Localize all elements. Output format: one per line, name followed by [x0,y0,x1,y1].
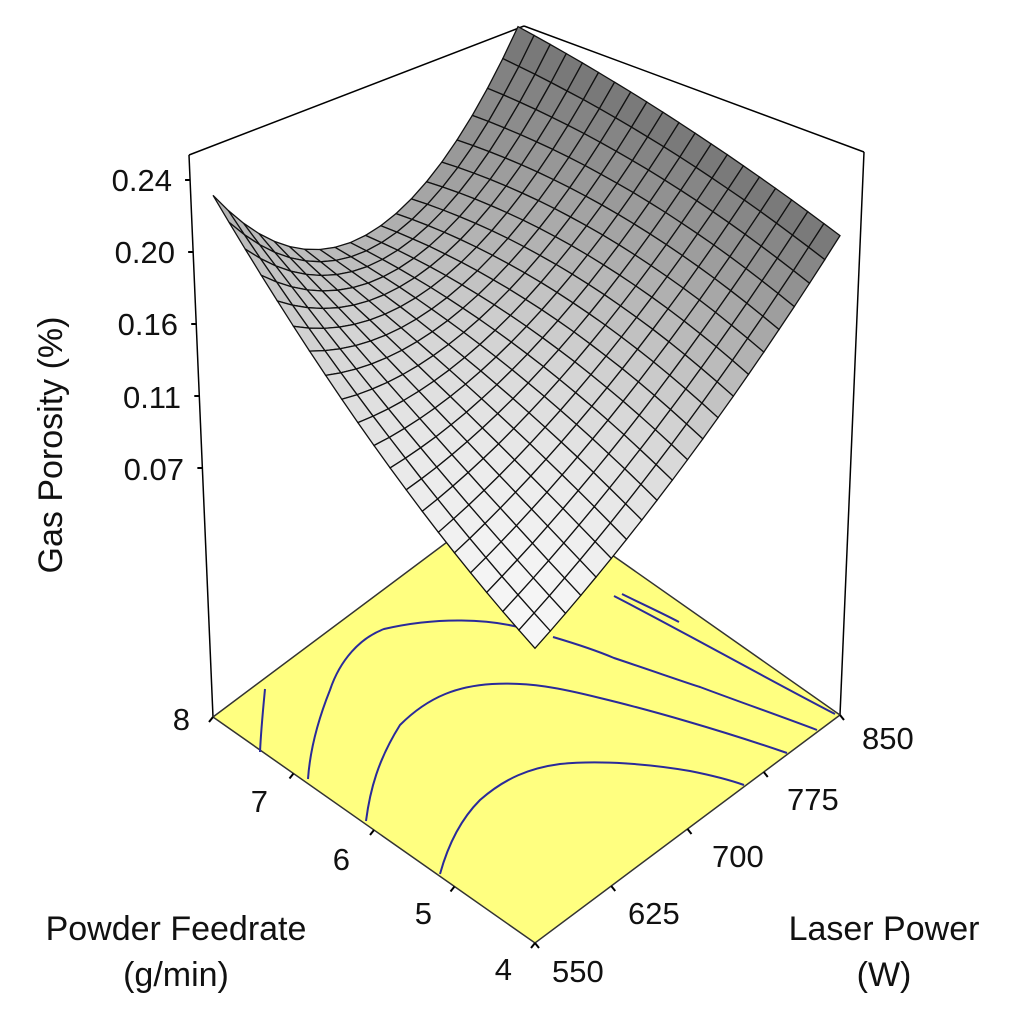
power-tick-mark [762,771,769,778]
contour-line [307,619,519,780]
feedrate-tick-label: 4 [495,952,512,987]
feedrate-tick-mark [449,885,456,893]
box-top-left-edge [188,25,525,156]
box-top-right-edge [523,25,865,153]
z-axis-ticks [185,179,203,469]
surface-mesh-cell [212,194,245,236]
contour-line [365,682,788,822]
contour-line [259,688,266,753]
feedrate-tick-label: 8 [173,702,190,737]
feedrate-tick-mark [208,716,214,723]
z-tick-label: 0.20 [115,235,175,270]
feedrate-tick-label: 7 [251,784,268,819]
feedrate-axis-title: Powder Feedrate [46,910,307,948]
z-axis-title: Gas Porosity (%) [32,317,70,574]
power-axis-unit: (W) [857,956,912,994]
contour-line [613,595,836,715]
surface-mesh-cell [518,612,552,650]
z-tick-label: 0.16 [118,307,178,342]
power-tick-label: 775 [787,782,839,817]
box-left-vertical [188,154,214,718]
power-tick-label: 625 [628,896,680,931]
z-tick-label: 0.07 [124,452,184,487]
power-tick-mark [839,714,845,721]
power-tick-label: 850 [862,721,914,756]
feedrate-tick-mark [530,942,536,949]
power-tick-mark [534,942,540,949]
feedrate-tick-mark [369,829,375,836]
feedrate-axis-ticks [208,716,536,949]
contour-lines [259,593,836,875]
power-tick-mark [686,828,693,835]
power-tick-mark [610,885,617,892]
power-axis-ticks [534,714,845,949]
feedrate-tick-label: 5 [415,896,432,931]
contour-line [552,636,818,731]
z-tick-label: 0.11 [123,380,181,415]
power-axis-title: Laser Power [789,910,980,948]
z-tick-label: 0.24 [112,163,172,198]
feedrate-tick-mark [288,772,295,780]
contour-line [439,761,745,875]
power-tick-label: 700 [712,839,764,874]
feedrate-tick-label: 6 [333,842,350,877]
power-tick-label: 550 [552,954,604,989]
feedrate-axis-unit: (g/min) [123,956,229,994]
box-right-vertical [839,151,865,716]
contour-line [621,593,680,623]
response-surface-mesh [212,25,841,650]
